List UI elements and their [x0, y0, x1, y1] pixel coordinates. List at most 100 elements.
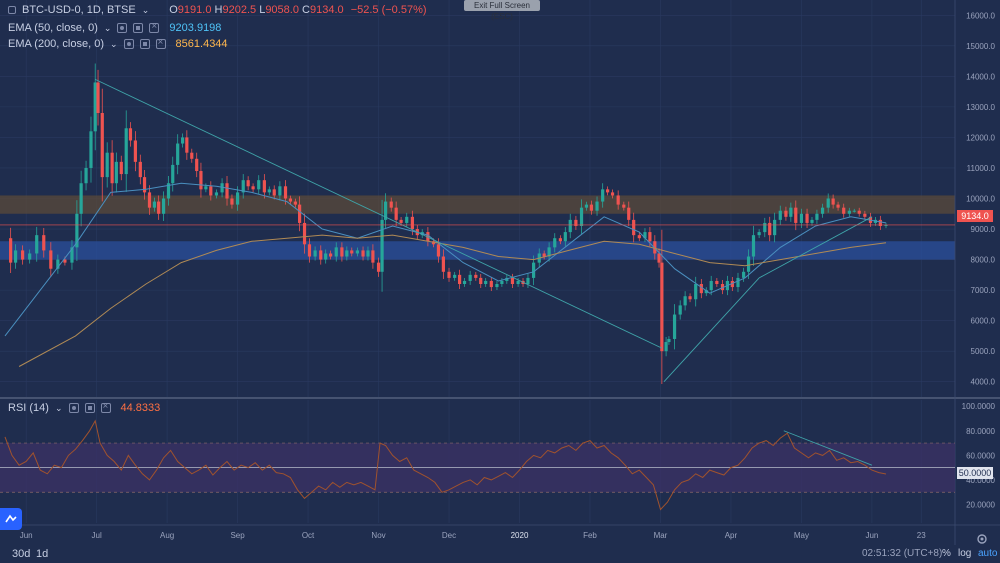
remove-icon[interactable]: [155, 37, 166, 49]
time-tick-label: Dec: [442, 531, 456, 540]
candle-up: [746, 256, 751, 272]
timeframe-1d[interactable]: 1d: [36, 548, 49, 560]
settings-icon[interactable]: [84, 403, 95, 413]
candle-down: [589, 204, 593, 211]
candle-up: [56, 259, 60, 269]
candle-down: [688, 296, 692, 300]
symbol-collapse-icon[interactable]: [8, 6, 16, 14]
remove-icon[interactable]: [100, 401, 111, 413]
candle-down: [340, 247, 344, 257]
candle-down: [606, 189, 610, 193]
candle-down: [805, 213, 809, 223]
time-tick-label: Jun: [865, 531, 878, 540]
candle-down: [542, 253, 546, 257]
candle-up: [694, 284, 698, 300]
rsi-tick-label: 80.0000: [966, 427, 995, 436]
candle-up: [751, 235, 756, 257]
candle-down: [199, 171, 203, 190]
candle-down: [831, 198, 835, 205]
price-tick-label: 4000.0: [971, 378, 996, 387]
candle-down: [768, 222, 772, 236]
timeframe-30d[interactable]: 30d: [12, 548, 31, 560]
time-tick-label: Mar: [654, 531, 668, 540]
candle-up: [778, 210, 782, 220]
candle-up: [643, 232, 647, 239]
candle-down: [100, 112, 104, 178]
candle-down: [436, 244, 441, 257]
candle-down: [195, 158, 199, 172]
candle-up: [313, 250, 317, 257]
candle-up: [380, 219, 384, 272]
candle-up: [799, 213, 804, 223]
candle-up: [75, 213, 79, 248]
rsi-label[interactable]: RSI (14): [8, 402, 49, 414]
candle-down: [610, 192, 615, 196]
price-tick-label: 5000.0: [971, 347, 996, 356]
chevron-down-icon[interactable]: ⌄: [141, 4, 150, 15]
chevron-down-icon[interactable]: ⌄: [103, 22, 112, 33]
ema200-value: 8561.4344: [175, 38, 228, 50]
candle-down: [637, 235, 641, 239]
time-tick-label: Aug: [160, 531, 174, 540]
candle-down: [230, 198, 234, 205]
visibility-icon[interactable]: [117, 23, 128, 33]
settings-icon[interactable]: [139, 39, 150, 49]
candle-up: [366, 250, 370, 257]
candle-up: [166, 183, 171, 199]
time-tick-label: Jun: [20, 531, 33, 540]
candle-down: [447, 271, 451, 278]
candle-up: [257, 180, 261, 190]
candle-up: [505, 277, 509, 281]
bottom-toolbar: 30d 1d 02:51:32 (UTC+8) % log auto: [0, 545, 1000, 563]
candle-up: [267, 189, 271, 193]
chevron-down-icon[interactable]: ⌄: [54, 402, 63, 413]
candle-up: [553, 238, 557, 248]
time-tick-label: May: [794, 531, 809, 540]
candle-down: [558, 238, 562, 242]
candle-down: [836, 204, 840, 208]
candle-down: [376, 262, 381, 272]
remove-icon[interactable]: [149, 21, 160, 33]
candle-up: [531, 262, 536, 278]
visibility-icon[interactable]: [68, 403, 79, 413]
candle-down: [272, 189, 276, 196]
candle-up: [584, 204, 589, 208]
ema50-label[interactable]: EMA (50, close, 0): [8, 22, 98, 34]
candle-up: [667, 338, 671, 343]
candle-up: [79, 183, 83, 214]
candle-up: [704, 290, 708, 294]
price-tick-label: 8000.0: [971, 256, 996, 265]
candle-down: [627, 207, 631, 220]
exit-fullscreen-button[interactable]: Exit Full Screen (ESC): [464, 0, 540, 21]
auto-toggle[interactable]: auto: [978, 548, 998, 559]
visibility-icon[interactable]: [123, 39, 134, 49]
candle-down: [9, 238, 13, 263]
candle-up: [757, 232, 761, 236]
candle-up: [547, 247, 551, 257]
candle-up: [355, 250, 359, 254]
brand-icon[interactable]: [0, 508, 22, 530]
gear-icon[interactable]: [975, 532, 989, 546]
log-toggle[interactable]: log: [958, 548, 972, 559]
symbol-label[interactable]: BTC-USD-0, 1D, BTSE: [22, 4, 136, 16]
ema50-line: [4, 182, 887, 337]
candle-down: [441, 256, 445, 272]
candle-up: [181, 137, 185, 144]
candle-up: [462, 280, 467, 285]
candle-down: [457, 274, 462, 285]
candle-down: [794, 207, 798, 223]
candle-down: [389, 201, 393, 208]
ohlc-readout: O9191.0 H9202.5 L9058.0 C9134.0 −52.5 (−…: [169, 4, 427, 16]
candle-up: [405, 216, 409, 223]
candle-up: [709, 280, 713, 291]
candle-up: [324, 253, 328, 260]
candle-down: [489, 280, 493, 288]
settings-icon[interactable]: [133, 23, 144, 33]
chevron-down-icon[interactable]: ⌄: [110, 38, 118, 49]
candle-down: [319, 250, 323, 260]
candle-up: [852, 210, 856, 212]
candle-up: [820, 207, 825, 214]
percent-toggle[interactable]: %: [942, 548, 951, 559]
ema200-label[interactable]: EMA (200, close, 0): [8, 38, 104, 50]
